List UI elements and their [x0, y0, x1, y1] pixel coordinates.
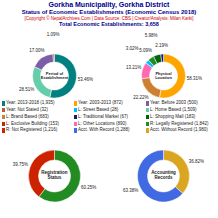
html-text:Acct. With Record (1,288): Acct. With Record (1,288) [78, 127, 130, 133]
html-text:Accounting Records: Accounting Records [151, 170, 176, 180]
html-text:R: Legally Registered (1,842): R: Legally Registered (1,842) [150, 120, 209, 126]
html-text:L: Traditional Market (67): L: Traditional Market (67) [78, 113, 128, 119]
html-text:Acct. Without Record (1,980): Acct. Without Record (1,980) [150, 127, 208, 133]
html-text:Registration Status: Registration Status [41, 170, 68, 180]
html-text:Year: 2013-2018 (1,935): Year: 2013-2018 (1,935) [6, 100, 55, 106]
html-text:Physical Location: Physical Location [155, 70, 172, 80]
svg-text:13.21%: 13.21% [126, 65, 141, 70]
html-text:Total Economic Establishments:: Total Economic Establishments: 3,658 [59, 21, 159, 28]
svg-text:17.00%: 17.00% [29, 48, 44, 53]
svg-text:53.46%: 53.46% [78, 77, 93, 82]
svg-text:28.51%: 28.51% [19, 87, 34, 92]
svg-text:2.19%: 2.19% [155, 43, 168, 48]
svg-text:60.25%: 60.25% [81, 185, 96, 190]
html-text:L: Shopping Mall (183): L: Shopping Mall (183) [150, 113, 196, 119]
svg-text:39.75%: 39.75% [13, 162, 28, 167]
svg-text:58.31%: 58.31% [187, 76, 202, 81]
svg-text:5.09%: 5.09% [139, 48, 152, 53]
html-text:Gorkha Municipality, Gorkha Di: Gorkha Municipality, Gorkha District [48, 1, 170, 8]
html-text:Period of Establishment: Period of Establishment [40, 70, 69, 80]
html-text:L: Brand Based (683): L: Brand Based (683) [6, 113, 49, 119]
html-text:[Copyright © NepalArchives.Com: [Copyright © NepalArchives.Com | Data So… [24, 15, 194, 21]
svg-text:22.22%: 22.22% [133, 95, 148, 100]
svg-text:3.02%: 3.02% [126, 46, 139, 51]
html-text:L: Home Based (1,509): L: Home Based (1,509) [150, 106, 197, 112]
svg-text:63.38%: 63.38% [123, 188, 138, 193]
html-text:Year: Not Stated (32): Year: Not Stated (32) [6, 106, 49, 112]
html-text:Year: Before 2003 (500): Year: Before 2003 (500) [150, 100, 198, 106]
svg-text:5.98%: 5.98% [145, 33, 158, 38]
html-text:Year: 2003-2013 (872): Year: 2003-2013 (872) [78, 100, 123, 106]
html-text:L: Exclusive Building (153): L: Exclusive Building (153) [6, 120, 59, 126]
html-text:L: Other Locations (890): L: Other Locations (890) [78, 120, 127, 126]
svg-text:1.09%: 1.09% [47, 32, 60, 37]
html-text:R: Not Registered (1,216): R: Not Registered (1,216) [6, 127, 58, 133]
svg-text:36.82%: 36.82% [189, 159, 204, 164]
html-text:Status of Economic Establishme: Status of Economic Establishments (Econo… [21, 9, 197, 15]
html-text:L: Street Based (28): L: Street Based (28) [78, 106, 119, 112]
